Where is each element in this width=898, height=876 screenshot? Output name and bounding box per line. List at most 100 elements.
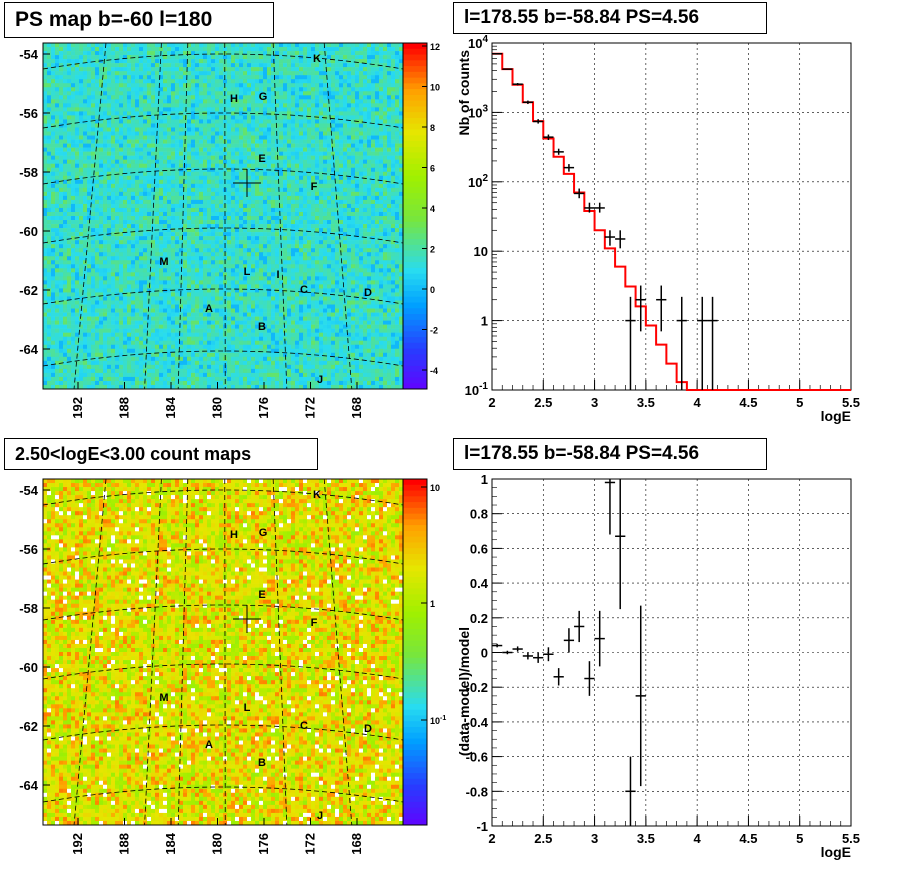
y-tick-label: -60 (19, 660, 38, 675)
colorbar-segment (403, 331, 427, 337)
colorbar-segment (403, 199, 427, 205)
colorbar-segment (403, 233, 427, 239)
y-tick-label: -54 (19, 47, 39, 62)
colorbar-segment (403, 239, 427, 245)
map-cells (43, 43, 403, 389)
colorbar-label: 10-1 (430, 715, 446, 726)
y-tick-label: 0.6 (470, 541, 488, 556)
colorbar-segment (403, 629, 427, 635)
x-tick-label: 2 (488, 395, 495, 410)
source-label-f: F (311, 181, 318, 193)
colorbar-segment (403, 577, 427, 583)
x-tick-label: 180 (210, 397, 225, 419)
y-tick-label: -64 (19, 342, 39, 357)
colorbar-segment (403, 112, 427, 118)
plot-frame (492, 43, 851, 390)
colorbar-segment (403, 652, 427, 658)
colorbar-segment (403, 571, 427, 577)
source-label-g: G (259, 527, 268, 539)
source-label-c: C (300, 284, 308, 296)
x-tick-label: 184 (163, 832, 178, 854)
colorbar-segment (403, 762, 427, 768)
colorbar-segment (403, 153, 427, 159)
colorbar-segment (403, 790, 427, 796)
y-tick-label: 0.2 (470, 611, 488, 626)
colorbar-segment (403, 320, 427, 326)
source-label-b: B (258, 321, 266, 333)
source-label-e: E (258, 153, 265, 165)
colorbar-segment (403, 216, 427, 222)
colorbar-segment (403, 181, 427, 187)
colorbar-segment (403, 750, 427, 756)
x-tick-label: 2.5 (534, 395, 552, 410)
colorbar-segment (403, 589, 427, 595)
colorbar-segment (403, 308, 427, 314)
y-tick-label: -56 (19, 542, 38, 557)
colorbar-segment (403, 508, 427, 514)
x-axis-label: logE (821, 408, 851, 424)
colorbar-segment (403, 687, 427, 693)
colorbar-segment (403, 802, 427, 808)
y-tick-label: -62 (19, 719, 38, 734)
x-tick-label: 2 (488, 831, 495, 846)
colorbar-segment (403, 106, 427, 112)
colorbar-segment (403, 343, 427, 349)
x-tick-label: 192 (70, 397, 85, 419)
colorbar-segment (403, 583, 427, 589)
x-axis-label: logE (821, 844, 851, 860)
colorbar-label: 6 (430, 164, 435, 174)
map-cells (43, 479, 403, 825)
colorbar-segment (403, 354, 427, 360)
colorbar-segment (403, 89, 427, 95)
source-label-e: E (258, 589, 265, 601)
colorbar-segment (403, 303, 427, 309)
source-label-c: C (300, 720, 308, 732)
colorbar-segment (403, 756, 427, 762)
source-label-m: M (159, 692, 168, 704)
colorbar-segment (403, 228, 427, 234)
x-tick-label: 3 (591, 831, 598, 846)
colorbar-label: 10 (430, 483, 440, 493)
source-label-m: M (159, 256, 168, 268)
source-label-l: L (244, 266, 251, 278)
colorbar-segment (403, 566, 427, 572)
source-label-l: L (244, 702, 251, 714)
x-tick-label: 3.5 (637, 395, 655, 410)
colorbar-segment (403, 210, 427, 216)
colorbar-segment (403, 377, 427, 383)
y-axis-label: Nb of counts (456, 50, 472, 136)
colorbar-segment (403, 49, 427, 55)
colorbar-segment (403, 681, 427, 687)
colorbar-label: 4 (430, 204, 435, 214)
spectrum-title: l=178.55 b=-58.84 PS=4.56 (453, 2, 767, 34)
x-tick-label: 4 (694, 831, 702, 846)
y-tick-label: 0.8 (470, 507, 488, 522)
colorbar-segment (403, 118, 427, 124)
x-tick-label: 180 (210, 833, 225, 855)
x-tick-label: 168 (349, 833, 364, 855)
y-tick-label: -64 (19, 778, 39, 793)
y-tick-label: 104 (468, 34, 488, 51)
colorbar-segment (403, 291, 427, 297)
colorbar-segment (403, 606, 427, 612)
source-label-j: J (317, 810, 323, 822)
colorbar-segment (403, 675, 427, 681)
colorbar-segment (403, 612, 427, 618)
colorbar-segment (403, 525, 427, 531)
colorbar-segment (403, 704, 427, 710)
colorbar-segment (403, 130, 427, 136)
colorbar-segment (403, 170, 427, 176)
colorbar-segment (403, 95, 427, 101)
colorbar-segment (403, 72, 427, 78)
source-label-i: I (276, 269, 279, 281)
x-tick-label: 192 (70, 833, 85, 855)
x-tick-label: 172 (303, 397, 318, 419)
colorbar-segment (403, 542, 427, 548)
y-tick-label: 102 (468, 173, 488, 190)
colorbar-segment (403, 491, 427, 497)
x-tick-label: 5 (796, 831, 803, 846)
colorbar-segment (403, 594, 427, 600)
